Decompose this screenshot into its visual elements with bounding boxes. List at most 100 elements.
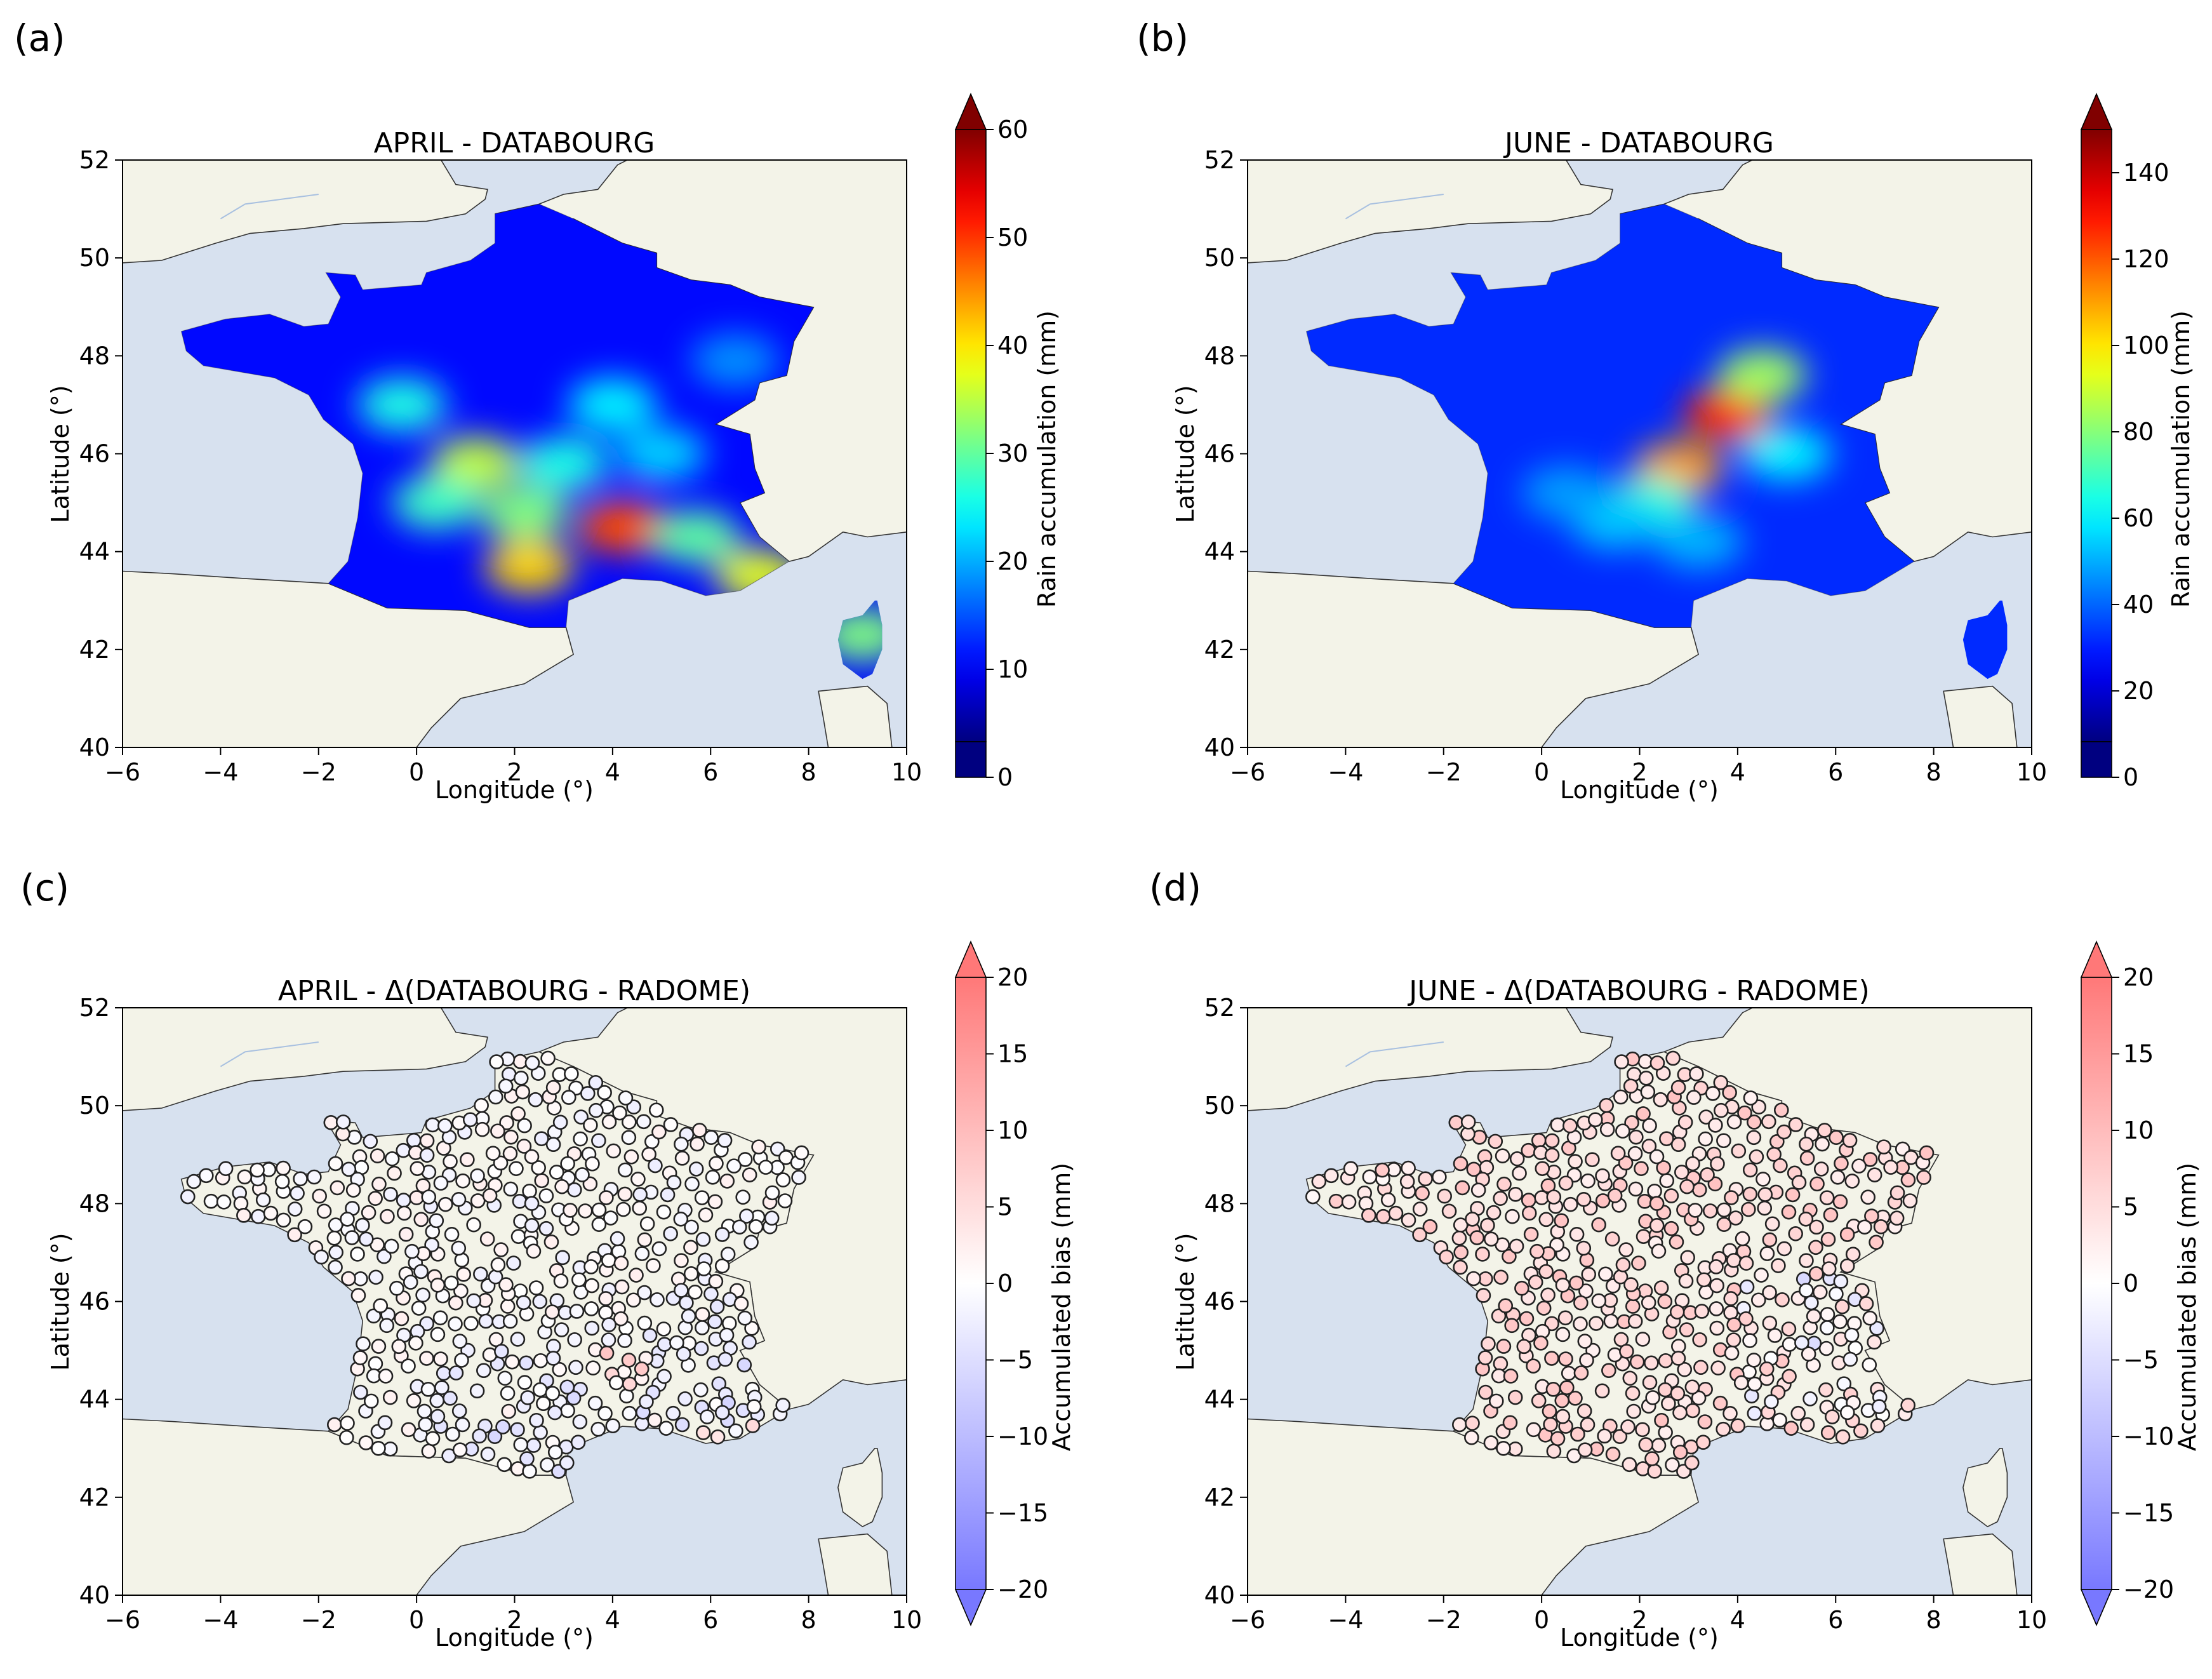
x-tick-label: 4 (605, 1606, 620, 1634)
station (1802, 1391, 1818, 1407)
panel-c-map (122, 1007, 907, 1596)
x-tick-label: 10 (2016, 1606, 2047, 1634)
station (1781, 1321, 1797, 1337)
station (1554, 1393, 1570, 1408)
panel-b-map (1247, 159, 2032, 748)
station (1746, 1130, 1762, 1146)
station (1716, 1133, 1731, 1149)
station (487, 1429, 503, 1444)
station (524, 1149, 540, 1165)
station (1546, 1443, 1562, 1459)
y-tick-label: 46 (79, 1288, 110, 1316)
station (538, 1188, 554, 1203)
station (1589, 1316, 1604, 1331)
rain-hotspots (1521, 349, 1832, 569)
hotspot-7 (1521, 466, 1611, 520)
station (555, 1250, 570, 1266)
station (368, 1191, 383, 1206)
station (563, 1203, 578, 1218)
station (1623, 1277, 1639, 1292)
station (1399, 1174, 1415, 1189)
station (1328, 1193, 1344, 1209)
y-tick-label: 44 (1204, 538, 1235, 566)
station (1651, 1438, 1667, 1453)
station (503, 1129, 519, 1145)
station (470, 1168, 485, 1184)
station (510, 1422, 525, 1438)
station (1806, 1308, 1822, 1324)
station (679, 1295, 694, 1311)
station (1516, 1339, 1532, 1355)
station (703, 1286, 719, 1302)
y-tick-label: 52 (1204, 994, 1235, 1022)
station (485, 1146, 501, 1161)
station (1480, 1217, 1495, 1233)
colorbar-tick-label: 0 (997, 763, 1013, 791)
station (396, 1193, 411, 1208)
station (376, 1248, 392, 1264)
station (1762, 1285, 1777, 1301)
station (401, 1358, 416, 1374)
station (1595, 1168, 1610, 1184)
colorbar-tick-label: 0 (2123, 763, 2138, 791)
station (732, 1219, 747, 1235)
station (1448, 1114, 1464, 1130)
station (1543, 1417, 1558, 1432)
station (451, 1192, 467, 1207)
station (404, 1243, 420, 1259)
colorbar-gradient (2081, 129, 2112, 742)
station (287, 1201, 303, 1217)
station (637, 1315, 653, 1331)
station (1723, 1291, 1739, 1306)
station (1465, 1415, 1480, 1431)
station (218, 1161, 234, 1177)
station (451, 1240, 467, 1256)
great-britain (122, 1007, 488, 1111)
colorbar-tick-label: −20 (2123, 1575, 2174, 1603)
station (529, 1412, 544, 1428)
station (1623, 1078, 1639, 1094)
colorbar-tick-label: 0 (2123, 1269, 2138, 1297)
station (700, 1409, 715, 1424)
station (1649, 1196, 1665, 1211)
x-tick-label: 6 (703, 1606, 718, 1634)
station (1504, 1318, 1519, 1334)
station (1343, 1161, 1359, 1177)
station (1538, 1264, 1554, 1280)
colorbar-tick-label: 0 (997, 1269, 1013, 1297)
station (601, 1253, 616, 1268)
station (1631, 1255, 1646, 1271)
station (561, 1090, 576, 1105)
station (545, 1137, 561, 1153)
station (1871, 1399, 1887, 1414)
station (255, 1192, 271, 1208)
station (647, 1412, 662, 1428)
station (601, 1317, 616, 1332)
station (572, 1414, 588, 1429)
station (637, 1285, 652, 1301)
station (1685, 1403, 1700, 1419)
station (1820, 1231, 1836, 1247)
station (1521, 1205, 1537, 1221)
station (705, 1169, 721, 1185)
france-outline (180, 203, 815, 628)
station (1465, 1212, 1480, 1227)
station (601, 1114, 617, 1130)
station (1641, 1139, 1657, 1154)
colorbar-c-label: Accumulated bias (mm) (1048, 1163, 1076, 1451)
colorbar-tick-label: −5 (2123, 1346, 2159, 1374)
station (794, 1145, 810, 1161)
station (1788, 1117, 1804, 1132)
y-tick-label: 48 (79, 1189, 110, 1217)
station (629, 1268, 644, 1283)
station (1375, 1208, 1391, 1224)
station (1799, 1417, 1815, 1433)
station (526, 1243, 542, 1259)
station (1478, 1384, 1493, 1400)
station (524, 1055, 540, 1071)
station (406, 1393, 422, 1408)
station (1759, 1246, 1775, 1261)
station (566, 1390, 582, 1406)
station (1601, 1363, 1616, 1379)
station (1845, 1247, 1861, 1262)
